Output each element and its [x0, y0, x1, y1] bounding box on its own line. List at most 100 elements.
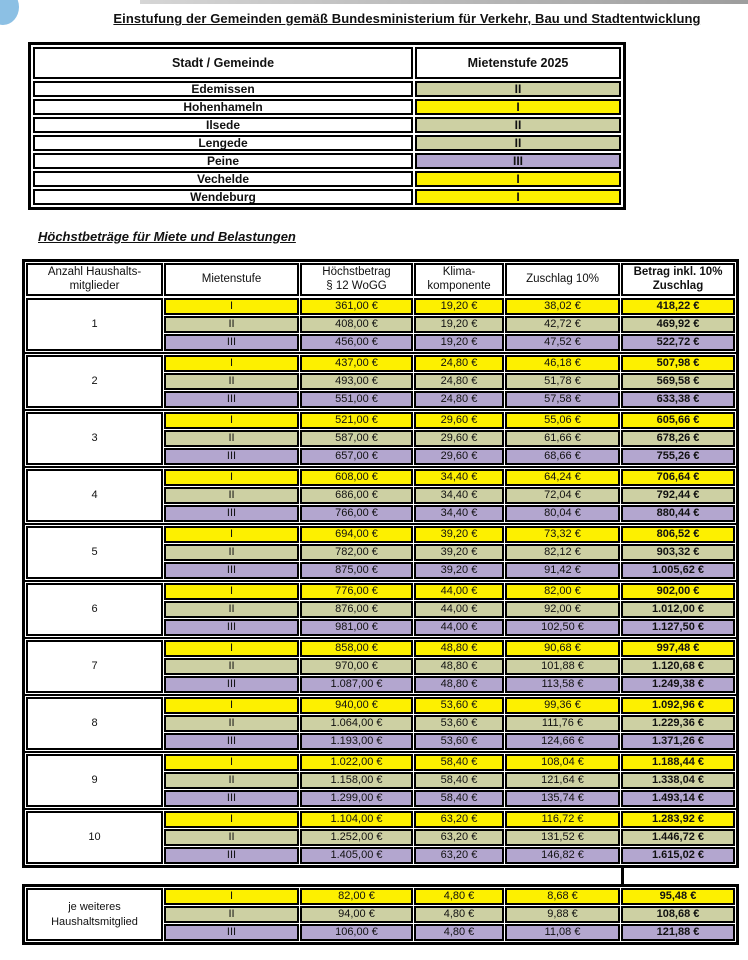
mietenstufe-cell: III: [164, 790, 299, 807]
amount-row: 5 I 694,00 €39,20 €73,32 €806,52 €: [26, 526, 735, 579]
betrag-inkl-zuschlag-cell: 95,48 €: [621, 888, 735, 905]
household-group: 3 I 521,00 €29,60 €55,06 €605,66 € II 587,00…: [25, 409, 736, 466]
hoechstbetrag-cell: 657,00 €: [300, 448, 413, 465]
household-members-cell: 3: [26, 412, 163, 465]
betrag-inkl-zuschlag-cell: 997,48 €: [621, 640, 735, 657]
klimakomponente-cell: 39,20 €: [414, 526, 504, 543]
amount-row: 3 I 521,00 €29,60 €55,06 €605,66 €: [26, 412, 735, 465]
hoechstbetrag-cell: 1.158,00 €: [300, 772, 413, 789]
betrag-inkl-zuschlag-cell: 121,88 €: [621, 924, 735, 941]
klimakomponente-cell: 24,80 €: [414, 391, 504, 408]
household-members-cell: 8: [26, 697, 163, 750]
klimakomponente-cell: 48,80 €: [414, 658, 504, 675]
amount-row: II 782,00 €39,20 €82,12 €903,32 €: [26, 544, 735, 561]
zuschlag-cell: 80,04 €: [505, 505, 620, 522]
betrag-inkl-zuschlag-cell: 633,38 €: [621, 391, 735, 408]
household-group: 4 I 608,00 €34,40 €64,24 €706,64 € II 686,00…: [25, 466, 736, 523]
klimakomponente-cell: 4,80 €: [414, 906, 504, 923]
klimakomponente-cell: 44,00 €: [414, 619, 504, 636]
hoechstbetrag-cell: 1.087,00 €: [300, 676, 413, 693]
amount-row: III 1.193,00 €53,60 €124,66 €1.371,26 €: [26, 733, 735, 750]
zuschlag-cell: 42,72 €: [505, 316, 620, 333]
household-group: 10 I 1.104,00 €63,20 €116,72 €1.283,92 € II…: [25, 808, 736, 865]
hoechstbetrag-cell: 521,00 €: [300, 412, 413, 429]
amount-row: III 875,00 €39,20 €91,42 €1.005,62 €: [26, 562, 735, 579]
zuschlag-cell: 146,82 €: [505, 847, 620, 864]
amount-row: III 981,00 €44,00 €102,50 €1.127,50 €: [26, 619, 735, 636]
klimakomponente-cell: 63,20 €: [414, 829, 504, 846]
hoechstbetrag-cell: 1.405,00 €: [300, 847, 413, 864]
betrag-inkl-zuschlag-cell: 1.188,44 €: [621, 754, 735, 771]
zuschlag-cell: 108,04 €: [505, 754, 620, 771]
municipality-name: Hohenhameln: [33, 99, 413, 115]
municipality-header-row: Stadt / Gemeinde Mietenstufe 2025: [33, 47, 621, 79]
hoechstbetrag-cell: 686,00 €: [300, 487, 413, 504]
chat-bubble-decoration: [0, 0, 19, 25]
klimakomponente-cell: 19,20 €: [414, 298, 504, 315]
zuschlag-cell: 47,52 €: [505, 334, 620, 351]
amount-row: 1 I 361,00 €19,20 €38,02 €418,22 €: [26, 298, 735, 351]
table-gap: [22, 867, 744, 885]
mietenstufe-value: II: [415, 135, 621, 151]
mietenstufe-value: II: [415, 81, 621, 97]
mietenstufe-cell: I: [164, 640, 299, 657]
klimakomponente-cell: 44,00 €: [414, 583, 504, 600]
amount-row: 8 I 940,00 €53,60 €99,36 €1.092,96 €: [26, 697, 735, 750]
betrag-inkl-zuschlag-cell: 1.283,92 €: [621, 811, 735, 828]
mietenstufe-cell: II: [164, 601, 299, 618]
amounts-header-row: Anzahl Haushalts- mitglieder Mietenstufe…: [26, 263, 735, 296]
mietenstufe-cell: I: [164, 355, 299, 372]
zuschlag-cell: 51,78 €: [505, 373, 620, 390]
zuschlag-cell: 131,52 €: [505, 829, 620, 846]
klimakomponente-cell: 53,60 €: [414, 733, 504, 750]
hoechstbetrag-cell: 876,00 €: [300, 601, 413, 618]
hoechstbetrag-cell: 1.252,00 €: [300, 829, 413, 846]
mietenstufe-cell: III: [164, 676, 299, 693]
municipality-table: Stadt / Gemeinde Mietenstufe 2025 Edemis…: [28, 42, 626, 210]
municipality-row: Hohenhameln I: [33, 99, 621, 115]
zuschlag-cell: 82,12 €: [505, 544, 620, 561]
column-header-mietenstufe-2025: Mietenstufe 2025: [415, 47, 621, 79]
household-members-cell: 2: [26, 355, 163, 408]
betrag-inkl-zuschlag-cell: 108,68 €: [621, 906, 735, 923]
mietenstufe-cell: II: [164, 430, 299, 447]
zuschlag-cell: 64,24 €: [505, 469, 620, 486]
zuschlag-cell: 73,32 €: [505, 526, 620, 543]
klimakomponente-cell: 24,80 €: [414, 373, 504, 390]
hoechstbetrag-cell: 587,00 €: [300, 430, 413, 447]
column-header-hoechstbetrag: Höchstbetrag § 12 WoGG: [300, 263, 413, 296]
klimakomponente-cell: 19,20 €: [414, 334, 504, 351]
zuschlag-cell: 135,74 €: [505, 790, 620, 807]
extra-member-table-body: je weiteres Haushaltsmitglied I 82,00 €4,8…: [25, 887, 736, 942]
hoechstbetrag-cell: 1.022,00 €: [300, 754, 413, 771]
zuschlag-cell: 61,66 €: [505, 430, 620, 447]
klimakomponente-cell: 29,60 €: [414, 448, 504, 465]
zuschlag-cell: 99,36 €: [505, 697, 620, 714]
betrag-inkl-zuschlag-cell: 706,64 €: [621, 469, 735, 486]
betrag-inkl-zuschlag-cell: 418,22 €: [621, 298, 735, 315]
amount-row: II 1.158,00 €58,40 €121,64 €1.338,04 €: [26, 772, 735, 789]
hoechstbetrag-cell: 1.193,00 €: [300, 733, 413, 750]
mietenstufe-cell: I: [164, 754, 299, 771]
mietenstufe-cell: I: [164, 697, 299, 714]
betrag-inkl-zuschlag-cell: 507,98 €: [621, 355, 735, 372]
hoechstbetrag-cell: 875,00 €: [300, 562, 413, 579]
column-header-klimakomponente: Klima- komponente: [414, 263, 504, 296]
klimakomponente-cell: 34,40 €: [414, 505, 504, 522]
hoechstbetrag-cell: 776,00 €: [300, 583, 413, 600]
zuschlag-cell: 91,42 €: [505, 562, 620, 579]
betrag-inkl-zuschlag-cell: 1.493,14 €: [621, 790, 735, 807]
mietenstufe-cell: II: [164, 487, 299, 504]
betrag-inkl-zuschlag-cell: 678,26 €: [621, 430, 735, 447]
hoechstbetrag-cell: 766,00 €: [300, 505, 413, 522]
betrag-inkl-zuschlag-cell: 1.338,04 €: [621, 772, 735, 789]
amount-row: II 408,00 €19,20 €42,72 €469,92 €: [26, 316, 735, 333]
hoechstbetrag-cell: 437,00 €: [300, 355, 413, 372]
betrag-inkl-zuschlag-cell: 569,58 €: [621, 373, 735, 390]
municipality-name: Lengede: [33, 135, 413, 151]
household-members-cell: 1: [26, 298, 163, 351]
zuschlag-cell: 55,06 €: [505, 412, 620, 429]
column-header-betrag-inkl-zuschlag: Betrag inkl. 10% Zuschlag: [621, 263, 735, 296]
zuschlag-cell: 92,00 €: [505, 601, 620, 618]
betrag-inkl-zuschlag-cell: 1.127,50 €: [621, 619, 735, 636]
